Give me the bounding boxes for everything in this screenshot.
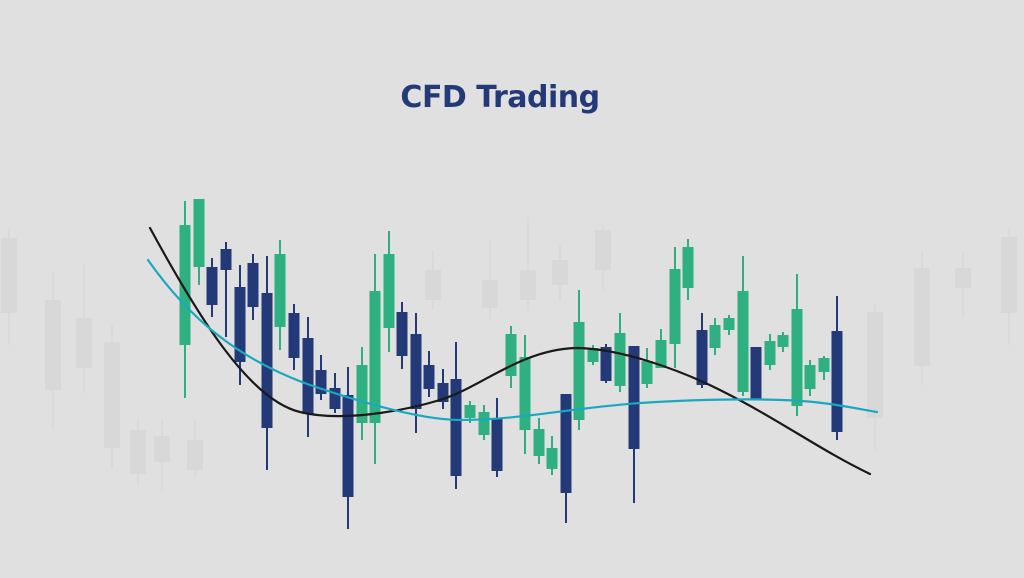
candle-bullish [682,239,694,300]
candle-bearish [696,313,708,388]
candle-bearish [234,265,246,385]
chart-title: CFD Trading [400,80,600,115]
candle-bearish [302,317,314,437]
candle-bullish [737,256,749,396]
candle-bearish [396,302,408,369]
ghost-candle [552,245,568,300]
candle-bullish [764,334,776,370]
candle-bullish [519,335,531,454]
candle-bullish [573,290,585,430]
candle-bearish [261,256,273,470]
candle-bullish [641,348,653,388]
candle-bullish [723,315,735,335]
candle-bullish [777,332,789,352]
ghost-candle [1001,228,1017,345]
candle-bullish [356,347,368,440]
candle-bearish [491,398,503,477]
ghost-candle [867,305,883,450]
candlesticks [179,199,843,529]
candle-bearish [410,313,422,433]
candle-bearish [315,355,327,400]
candle-bullish [546,436,558,475]
candle-bullish [179,201,191,398]
ghost-candle [45,272,61,430]
candle-bearish [450,342,462,489]
candle-bullish [193,199,205,285]
candle-bullish [655,329,667,368]
candle-bearish [750,347,762,400]
ghost-candle [955,253,971,318]
ghost-candle [1,228,17,345]
ghost-candle [914,252,930,385]
candle-bullish [274,240,286,350]
ghost-candle [187,420,203,478]
candle-bearish [437,369,449,409]
candle-bullish [791,274,803,416]
teal-trend-line [146,258,879,422]
ghost-candle [520,218,536,310]
ghost-candle [76,265,92,393]
candle-bullish [505,326,517,388]
candle-bullish [709,318,721,355]
candle-bullish [478,405,490,440]
candle-bearish [423,351,435,397]
ghost-candle [130,418,146,485]
black-trend-line [148,226,872,476]
ghost-candle [425,250,441,310]
candle-bearish [247,254,259,320]
ghost-candle [104,325,120,468]
candle-bearish [206,258,218,317]
candle-bullish [804,360,816,396]
candle-bearish [628,346,640,503]
candle-bearish [831,296,843,440]
candle-bearish [342,367,354,529]
background-ghost-candles [1,218,1017,490]
candle-bullish [369,254,381,464]
candle-bullish [818,356,830,380]
trend-lines [146,226,879,476]
ghost-candle [595,225,611,290]
candle-bullish [533,418,545,464]
candle-bullish [383,231,395,352]
candle-bearish [560,394,572,523]
ghost-candle [482,240,498,320]
candle-bearish [220,242,232,337]
ghost-candle [154,420,170,490]
candle-bearish [288,304,300,370]
candle-bullish [669,247,681,368]
